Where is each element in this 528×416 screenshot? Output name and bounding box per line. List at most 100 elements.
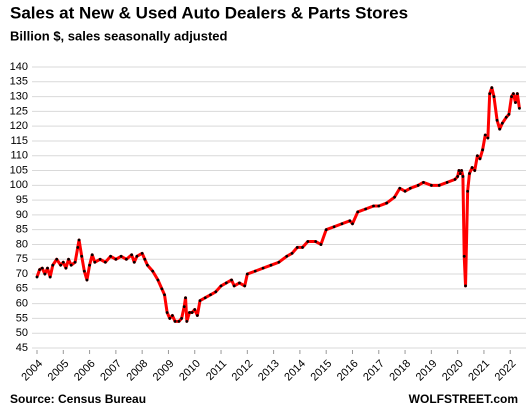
data-point: [193, 308, 197, 311]
data-point: [507, 112, 511, 116]
y-tick-label: 140: [10, 61, 28, 73]
x-tick-label: 2007: [98, 358, 124, 384]
data-point: [90, 253, 94, 257]
data-point: [135, 254, 139, 258]
data-point: [285, 254, 289, 258]
data-point: [364, 207, 368, 211]
data-point: [98, 257, 102, 261]
data-point: [224, 281, 228, 285]
data-point: [492, 95, 496, 98]
data-point: [184, 296, 187, 300]
data-point: [55, 257, 59, 261]
data-point: [35, 275, 39, 279]
data-point: [243, 284, 247, 288]
data-point: [495, 118, 499, 122]
data-point: [277, 260, 281, 264]
data-point: [80, 254, 84, 258]
y-tick-label: 135: [10, 76, 28, 88]
data-point: [59, 263, 63, 267]
y-tick-label: 65: [16, 283, 28, 295]
data-point: [403, 189, 407, 193]
data-point: [168, 317, 172, 320]
data-point: [185, 319, 189, 323]
data-point: [511, 92, 515, 96]
data-point: [77, 238, 81, 242]
data-point: [38, 268, 42, 272]
data-point: [88, 263, 91, 267]
data-point: [67, 257, 70, 261]
data-point: [398, 186, 402, 190]
data-point: [466, 189, 470, 193]
y-tick-label: 55: [16, 312, 28, 324]
data-point: [46, 266, 49, 270]
data-point: [209, 293, 212, 297]
x-tick-label: 2009: [151, 358, 177, 384]
data-point: [182, 305, 186, 308]
data-point: [219, 284, 223, 288]
data-point: [515, 92, 519, 96]
data-point: [490, 86, 494, 90]
data-point: [351, 222, 354, 226]
data-point: [475, 154, 479, 158]
data-point: [188, 311, 191, 314]
data-point: [458, 172, 462, 175]
y-tick-label: 105: [10, 164, 28, 176]
data-point: [190, 311, 194, 314]
data-point: [314, 240, 318, 243]
data-point: [462, 254, 466, 258]
data-point: [114, 257, 118, 261]
x-tick-label: 2012: [230, 358, 256, 384]
x-tick-label: 2011: [204, 358, 229, 383]
y-tick-label: 95: [16, 194, 28, 206]
data-point: [119, 254, 123, 258]
data-point: [468, 172, 471, 175]
x-tick-label: 2021: [466, 358, 492, 384]
data-point: [319, 243, 323, 246]
y-tick-label: 75: [16, 253, 28, 265]
chart-subtitle: Billion $, sales seasonally adjusted: [10, 28, 228, 43]
x-tick-label: 2005: [46, 358, 72, 384]
data-point: [173, 319, 177, 323]
data-point: [214, 290, 218, 294]
y-tick-label: 70: [16, 268, 28, 280]
data-point: [69, 263, 73, 267]
data-point: [140, 251, 144, 255]
data-point: [180, 317, 183, 320]
data-point: [151, 269, 155, 273]
data-point: [473, 169, 477, 172]
data-point: [177, 319, 181, 323]
x-tick-label: 2020: [440, 358, 466, 384]
x-tick-label: 2010: [177, 358, 203, 384]
data-point: [416, 183, 420, 187]
data-point: [393, 195, 396, 199]
x-tick-label: 2014: [282, 358, 308, 384]
data-point: [269, 263, 273, 267]
data-point: [457, 169, 461, 172]
data-point: [165, 311, 169, 314]
data-point: [464, 284, 467, 288]
y-tick-label: 85: [16, 224, 28, 236]
data-point: [483, 133, 487, 137]
x-tick-label: 2022: [493, 358, 519, 384]
data-point: [301, 246, 304, 249]
x-tick-label: 2017: [361, 358, 387, 384]
y-tick-label: 100: [10, 179, 28, 191]
data-point: [500, 121, 504, 125]
y-tick-label: 50: [16, 327, 28, 339]
data-point: [203, 296, 207, 300]
data-point: [232, 284, 236, 288]
data-point: [85, 278, 89, 282]
data-point: [460, 169, 463, 172]
data-point: [295, 246, 299, 249]
data-point: [422, 180, 425, 184]
y-tick-label: 45: [16, 342, 28, 354]
data-point: [445, 180, 449, 184]
y-tick-label: 125: [10, 105, 28, 117]
data-point: [478, 157, 482, 161]
data-point: [461, 175, 465, 178]
data-point: [61, 260, 65, 264]
data-point: [261, 266, 265, 270]
data-point: [132, 260, 136, 264]
x-tick-label: 2006: [72, 358, 98, 384]
